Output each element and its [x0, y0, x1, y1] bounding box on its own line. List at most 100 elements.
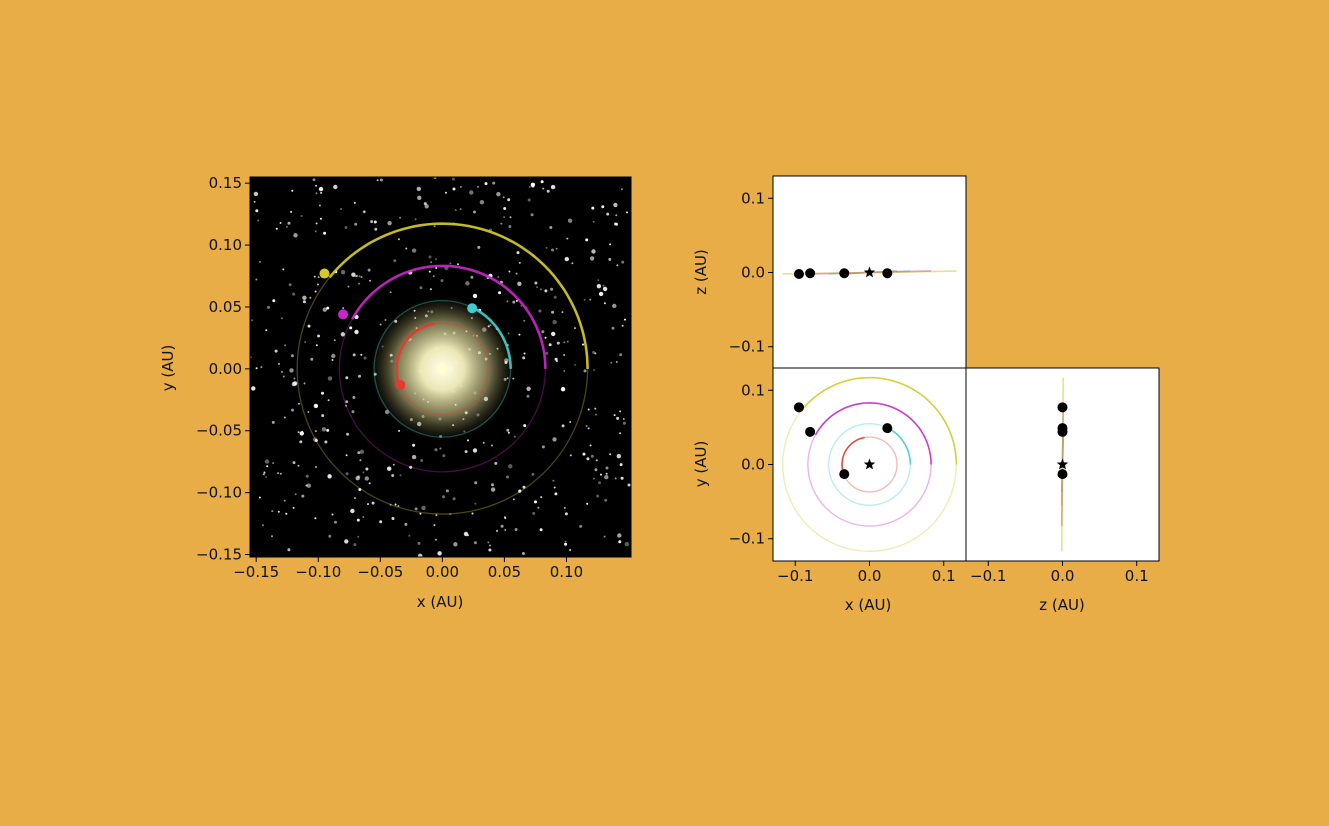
background-star: [464, 450, 468, 454]
background-star: [504, 529, 507, 531]
background-star: [626, 211, 628, 214]
background-star: [387, 221, 392, 226]
background-star: [299, 440, 303, 444]
background-star: [267, 305, 271, 309]
background-star: [315, 344, 318, 347]
x-axis-label: x (AU): [845, 596, 892, 614]
background-star: [598, 291, 604, 297]
background-star: [319, 217, 322, 220]
background-star: [362, 210, 366, 214]
background-star: [620, 188, 623, 191]
background-star: [622, 421, 626, 425]
background-star: [528, 186, 531, 188]
planet-point: [882, 268, 893, 279]
background-star: [513, 435, 516, 438]
background-star: [583, 298, 586, 301]
background-star: [358, 374, 361, 378]
background-star: [359, 449, 365, 454]
background-star: [555, 247, 558, 250]
background-star: [293, 377, 296, 380]
plot-frame: [249, 176, 632, 558]
planet-point: [1057, 402, 1068, 413]
background-star: [374, 227, 378, 231]
y-tick-label: 0.1: [741, 381, 765, 399]
background-star: [320, 191, 323, 194]
background-star: [474, 502, 477, 505]
background-star: [567, 218, 573, 223]
x-tick-label: 0.05: [488, 563, 521, 581]
background-star: [367, 268, 371, 272]
x-tick-label: −0.05: [357, 563, 403, 581]
background-star: [351, 272, 356, 277]
background-star: [354, 329, 359, 335]
zy-axes: −0.1 0.0 0.1: [970, 561, 1149, 585]
x-tick-label: 0.00: [426, 563, 459, 581]
background-star: [531, 184, 535, 188]
background-star: [624, 541, 629, 547]
background-star: [504, 517, 507, 520]
background-star: [430, 261, 433, 264]
background-star: [291, 189, 294, 192]
background-star: [253, 191, 259, 197]
background-star: [507, 198, 511, 202]
background-star: [288, 283, 292, 287]
background-star: [477, 245, 481, 249]
background-star: [612, 303, 617, 309]
background-star: [405, 247, 408, 250]
background-star: [418, 553, 423, 557]
background-star: [352, 353, 356, 357]
background-star: [540, 496, 543, 499]
background-star: [515, 299, 518, 302]
xz-axes: −0.1 0.0 0.1: [729, 189, 773, 356]
background-star: [619, 353, 623, 357]
background-star: [357, 535, 360, 538]
background-star: [552, 479, 555, 482]
background-star: [484, 182, 488, 186]
background-star: [280, 317, 283, 320]
background-star: [621, 260, 625, 264]
background-star: [300, 215, 303, 217]
planet-marker: [467, 303, 478, 314]
xy-axes: −0.1 0.0 0.1 −0.1 0.0 0.1: [729, 381, 956, 585]
background-star: [313, 403, 319, 409]
background-star: [491, 483, 494, 487]
background-star: [611, 326, 615, 330]
central-star: [437, 363, 448, 374]
background-star: [271, 420, 275, 424]
background-star: [518, 333, 521, 336]
background-star: [353, 201, 356, 204]
background-star: [404, 522, 408, 526]
background-star: [315, 222, 318, 225]
background-star: [358, 275, 361, 278]
background-star: [516, 251, 520, 255]
background-star: [563, 354, 566, 356]
background-star: [512, 498, 515, 501]
y-axis-label: y (AU): [692, 441, 710, 488]
xz-marks: [782, 266, 957, 279]
background-star: [315, 192, 318, 195]
background-star: [287, 548, 291, 552]
background-star: [589, 298, 592, 301]
background-star: [399, 474, 402, 477]
background-star: [371, 501, 375, 505]
background-star: [452, 497, 456, 501]
background-star: [314, 230, 317, 233]
orbit-trail: [350, 264, 547, 369]
background-star: [473, 541, 477, 545]
background-star: [264, 459, 270, 464]
orbit-trail: [471, 306, 512, 369]
background-star: [539, 528, 543, 532]
background-star: [594, 468, 598, 472]
background-star: [589, 256, 595, 261]
background-star: [421, 505, 426, 511]
background-star: [414, 218, 417, 221]
background-star: [301, 494, 305, 498]
background-star: [542, 187, 545, 190]
y-tick-label: 0.0: [741, 456, 765, 474]
background-star: [365, 467, 369, 471]
orbit-trail: [801, 376, 958, 465]
background-star: [471, 512, 474, 515]
background-star: [318, 186, 324, 192]
background-star: [616, 416, 620, 420]
background-star: [527, 198, 531, 202]
